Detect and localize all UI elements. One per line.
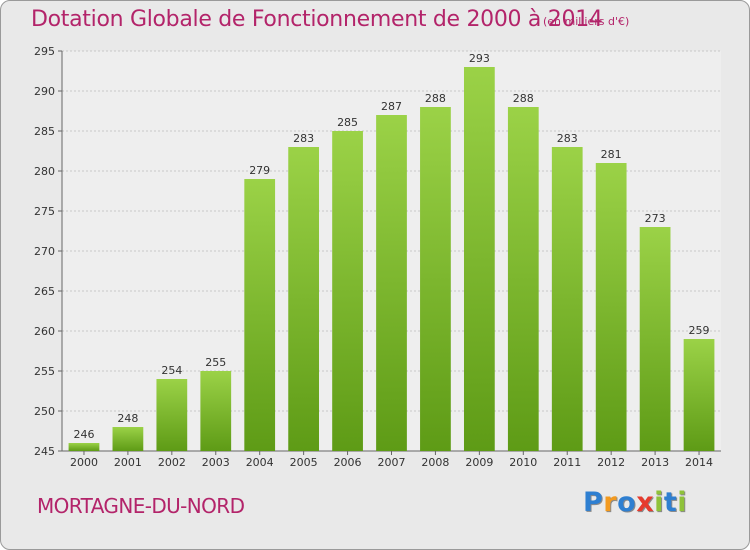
x-tick-label: 2013 [641,456,669,469]
bar [507,107,539,451]
logo-letter: t [663,487,678,518]
commune-name: MORTAGNE-DU-NORD [37,494,245,518]
y-tick-label: 255 [34,365,55,378]
data-label: 254 [161,364,182,377]
y-tick-label: 295 [34,45,55,58]
logo-letter: r [603,487,618,518]
x-tick-label: 2002 [158,456,186,469]
data-label: 255 [205,356,226,369]
data-label: 273 [645,212,666,225]
data-label: 287 [381,100,402,113]
proxiti-logo[interactable]: Proxiti [583,487,687,518]
x-tick-label: 2003 [202,456,230,469]
x-tick-label: 2011 [553,456,581,469]
data-label: 279 [249,164,270,177]
bar [463,67,495,451]
logo-letter: x [636,487,655,518]
y-tick-label: 270 [34,245,55,258]
bar [683,339,715,451]
logo-letter: i [654,487,664,518]
bar [551,147,583,451]
bar [244,179,276,451]
y-tick-label: 280 [34,165,55,178]
x-tick-label: 2010 [509,456,537,469]
data-label: 285 [337,116,358,129]
x-tick-label: 2014 [685,456,713,469]
bar [156,379,188,451]
data-label: 259 [689,324,710,337]
data-label: 248 [117,412,138,425]
data-label: 283 [293,132,314,145]
data-label: 288 [513,92,534,105]
bar [420,107,451,451]
chart-title: Dotation Globale de Fonctionnement de 20… [31,7,603,32]
data-label: 288 [425,92,446,105]
y-tick-label: 260 [34,325,55,338]
logo-letter: o [617,487,637,518]
bar [112,427,144,451]
y-tick-label: 265 [34,285,55,298]
y-tick-label: 285 [34,125,55,138]
x-tick-label: 2008 [421,456,449,469]
bar [68,443,100,451]
bar [200,371,232,451]
x-tick-label: 2006 [334,456,362,469]
data-label: 281 [601,148,622,161]
y-tick-label: 275 [34,205,55,218]
x-tick-label: 2007 [378,456,406,469]
x-tick-label: 2005 [290,456,318,469]
logo-letter: P [583,487,604,518]
y-tick-label: 290 [34,85,55,98]
logo-letter: i [677,487,688,518]
x-tick-label: 2001 [114,456,142,469]
x-tick-label: 2000 [70,456,98,469]
bar [639,227,671,451]
x-tick-label: 2012 [597,456,625,469]
x-tick-label: 2009 [465,456,493,469]
bar [288,147,320,451]
bar [376,115,407,451]
y-tick-label: 250 [34,405,55,418]
data-label: 283 [557,132,578,145]
data-label: 246 [73,428,94,441]
bar [332,131,363,451]
data-label: 293 [469,52,490,65]
bar [595,163,627,451]
y-tick-label: 245 [34,445,55,458]
chart-subtitle: (en milliers d'€) [543,15,630,28]
x-tick-label: 2004 [246,456,274,469]
